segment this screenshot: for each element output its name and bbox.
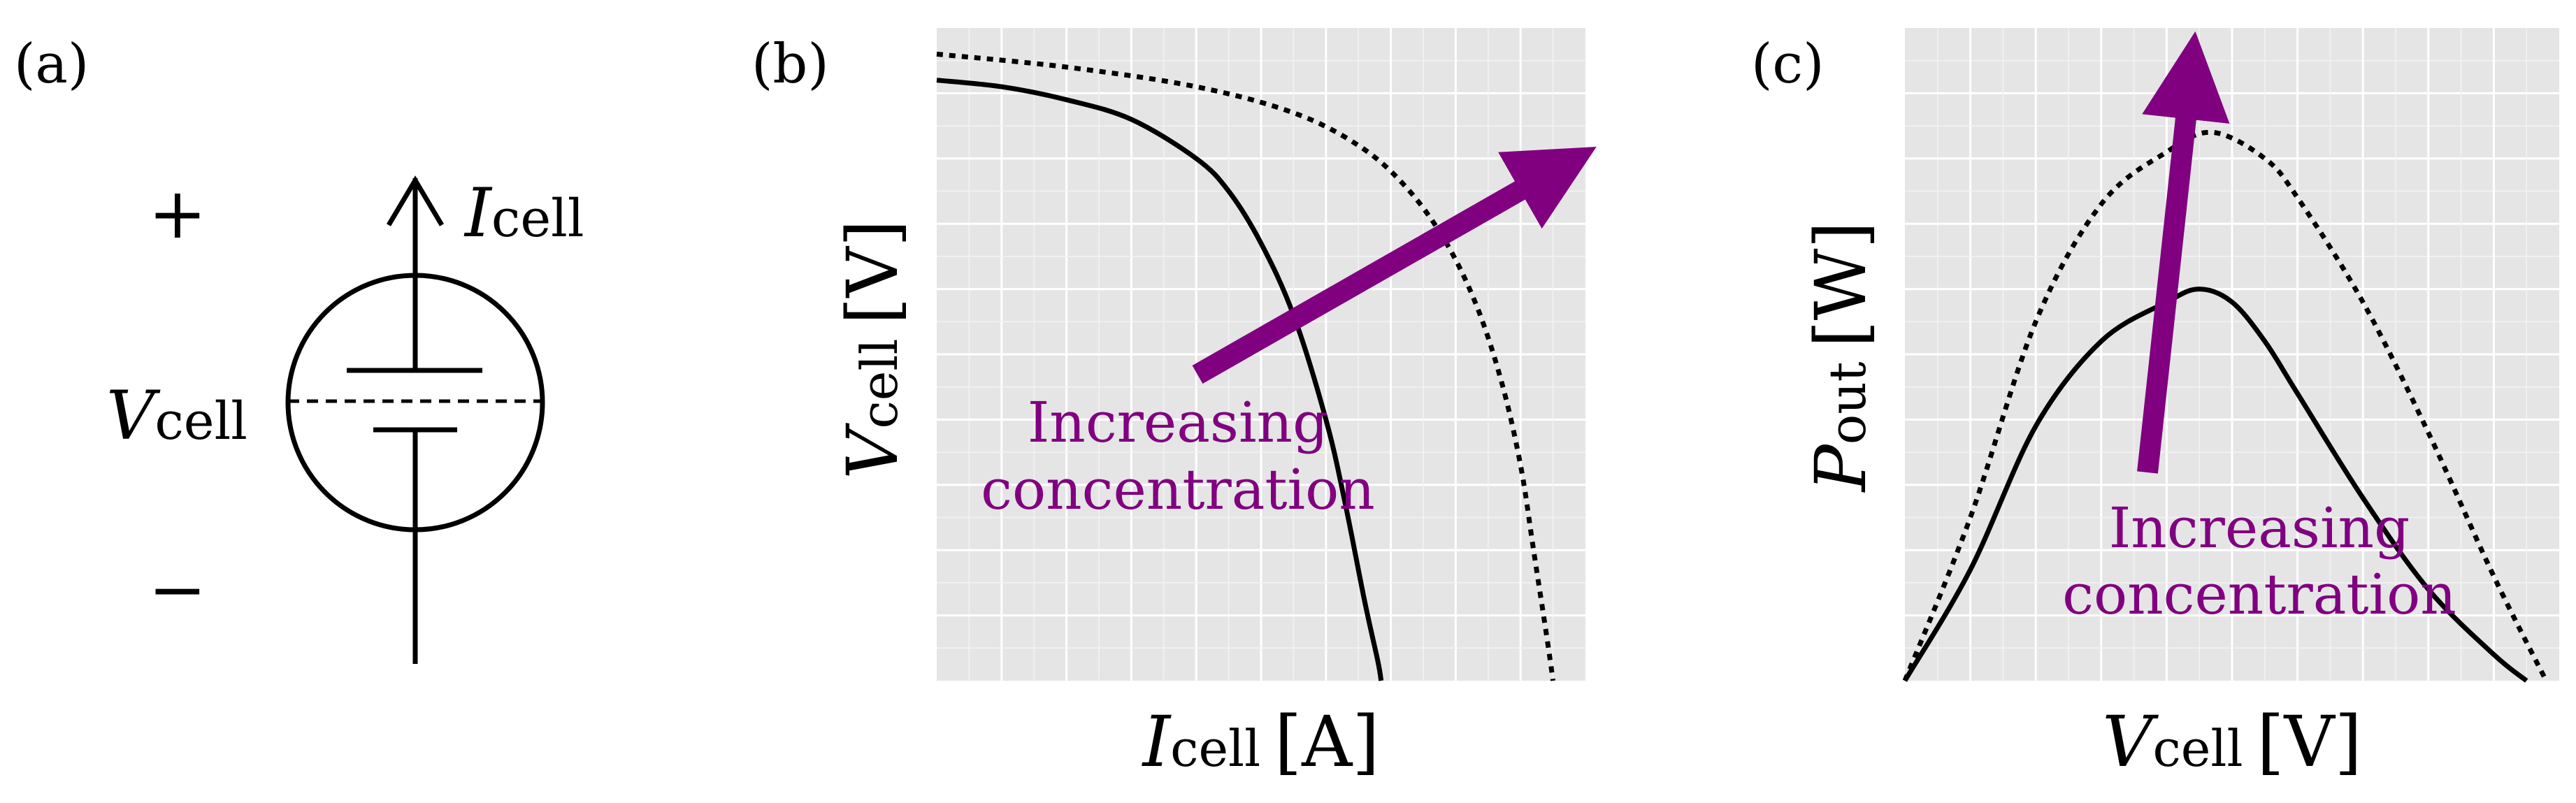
- xlabel-c-unit: [V]: [2257, 701, 2361, 783]
- panel-a: (a) + − Icell Vcell: [14, 33, 584, 664]
- plot-b-grid: [937, 28, 1585, 681]
- series-line-dotted: [936, 51, 1556, 681]
- annotation-c-line2: concentration: [2062, 562, 2456, 627]
- plus-sign: +: [148, 173, 207, 254]
- annotation-b-line1: Increasing: [1028, 390, 1329, 455]
- current-label-sub: cell: [491, 189, 584, 249]
- xlabel-c-sub: cell: [2152, 719, 2243, 778]
- voltage-label-sub: cell: [154, 391, 247, 451]
- panel-b: (b) Increasing concentration Icell [A] Vc…: [751, 28, 1597, 783]
- panel-a-label: (a): [14, 33, 89, 96]
- series-line-solid: [936, 78, 1384, 681]
- minus-sign: −: [148, 549, 207, 630]
- ylabel-c-main: P: [1800, 443, 1882, 493]
- panel-b-label: (b): [751, 33, 829, 96]
- xlabel-b: Icell [A]: [1142, 701, 1380, 783]
- plot-c-curves: [1902, 129, 2549, 683]
- ylabel-b-main: V: [832, 423, 914, 479]
- ylabel-c: Pout [W]: [1800, 222, 1882, 493]
- plot-b: [936, 28, 1585, 681]
- ylabel-b-sub: cell: [850, 339, 909, 429]
- voltage-label: Vcell: [106, 377, 247, 455]
- ylabel-b: Vcell [V]: [832, 219, 914, 479]
- cell-circuit-symbol: [285, 175, 545, 664]
- xlabel-b-unit: [A]: [1274, 701, 1379, 783]
- ylabel-c-unit: [W]: [1800, 222, 1882, 348]
- plot-b-curves: [936, 51, 1556, 681]
- panel-c: (c) Increasing concentration Vcell [V] Po…: [1751, 28, 2559, 783]
- concentration-arrow-c: [2137, 31, 2230, 474]
- panel-c-label: (c): [1751, 33, 1825, 96]
- xlabel-c: Vcell [V]: [2102, 701, 2361, 783]
- concentration-arrow-b: [1192, 147, 1597, 384]
- current-arrow-icon: [386, 175, 445, 226]
- ylabel-c-sub: out: [1818, 361, 1877, 444]
- xlabel-b-sub: cell: [1170, 719, 1260, 778]
- xlabel-c-main: V: [2102, 701, 2159, 783]
- voltage-label-main: V: [106, 377, 161, 455]
- series-line-dotted: [1902, 129, 2549, 682]
- current-label: Icell: [463, 174, 584, 252]
- series-line-solid: [1902, 287, 2528, 683]
- annotation-c-line1: Increasing: [2109, 495, 2410, 560]
- xlabel-b-main: I: [1142, 701, 1172, 783]
- ylabel-b-unit: [V]: [832, 219, 914, 324]
- current-label-main: I: [463, 174, 493, 252]
- annotation-b-line2: concentration: [981, 457, 1375, 522]
- plot-c: [1902, 28, 2559, 683]
